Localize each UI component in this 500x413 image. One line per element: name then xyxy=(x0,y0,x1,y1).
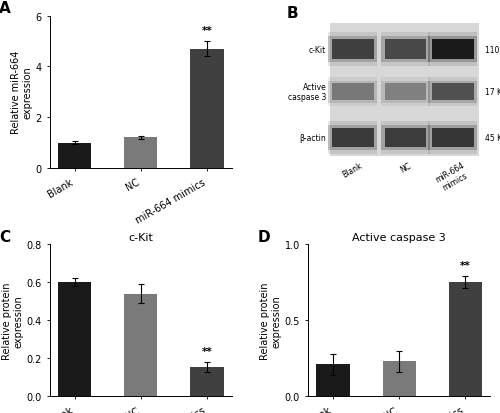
Bar xyxy=(382,361,416,396)
Text: **: ** xyxy=(460,260,470,271)
Text: Blank: Blank xyxy=(341,161,364,179)
FancyBboxPatch shape xyxy=(328,37,377,63)
Bar xyxy=(124,138,158,169)
FancyBboxPatch shape xyxy=(428,37,477,63)
Text: NC: NC xyxy=(398,161,412,174)
FancyBboxPatch shape xyxy=(328,82,377,103)
Text: 45 KDa: 45 KDa xyxy=(484,134,500,142)
Y-axis label: Relative miR-664
expression: Relative miR-664 expression xyxy=(11,51,32,134)
Bar xyxy=(316,365,350,396)
Text: **: ** xyxy=(202,346,212,356)
FancyBboxPatch shape xyxy=(384,84,426,101)
FancyBboxPatch shape xyxy=(328,33,377,67)
Text: β-actin: β-actin xyxy=(300,134,326,142)
Bar xyxy=(58,143,92,169)
Bar xyxy=(448,282,482,396)
FancyBboxPatch shape xyxy=(428,33,477,67)
Text: c-Kit: c-Kit xyxy=(309,45,326,55)
Bar xyxy=(190,50,224,169)
FancyBboxPatch shape xyxy=(384,128,426,148)
FancyBboxPatch shape xyxy=(384,40,426,60)
FancyBboxPatch shape xyxy=(432,40,474,60)
FancyBboxPatch shape xyxy=(381,33,430,67)
FancyBboxPatch shape xyxy=(328,78,377,107)
Text: B: B xyxy=(286,6,298,21)
Bar xyxy=(58,282,92,396)
FancyBboxPatch shape xyxy=(428,82,477,103)
FancyBboxPatch shape xyxy=(428,78,477,107)
FancyBboxPatch shape xyxy=(432,128,474,148)
Text: miR-664
mimics: miR-664 mimics xyxy=(434,161,472,194)
FancyBboxPatch shape xyxy=(332,128,374,148)
Title: c-Kit: c-Kit xyxy=(128,233,154,242)
FancyBboxPatch shape xyxy=(381,125,430,151)
FancyBboxPatch shape xyxy=(428,125,477,151)
FancyBboxPatch shape xyxy=(428,121,477,155)
Text: C: C xyxy=(0,229,10,244)
FancyBboxPatch shape xyxy=(328,121,377,155)
Bar xyxy=(190,367,224,396)
FancyBboxPatch shape xyxy=(332,84,374,101)
Bar xyxy=(124,294,158,396)
Title: Active caspase 3: Active caspase 3 xyxy=(352,233,446,242)
Y-axis label: Relative protein
expression: Relative protein expression xyxy=(2,282,24,359)
Text: 110 KDa: 110 KDa xyxy=(484,45,500,55)
FancyBboxPatch shape xyxy=(332,40,374,60)
Text: **: ** xyxy=(202,26,212,36)
Text: A: A xyxy=(0,1,11,16)
FancyBboxPatch shape xyxy=(330,24,479,157)
FancyBboxPatch shape xyxy=(381,37,430,63)
FancyBboxPatch shape xyxy=(328,125,377,151)
Text: Active
caspase 3: Active caspase 3 xyxy=(288,83,327,102)
Y-axis label: Relative protein
expression: Relative protein expression xyxy=(260,282,281,359)
FancyBboxPatch shape xyxy=(381,121,430,155)
FancyBboxPatch shape xyxy=(432,84,474,101)
FancyBboxPatch shape xyxy=(381,82,430,103)
FancyBboxPatch shape xyxy=(381,78,430,107)
Text: 17 KDa: 17 KDa xyxy=(484,88,500,97)
Text: D: D xyxy=(258,229,270,244)
